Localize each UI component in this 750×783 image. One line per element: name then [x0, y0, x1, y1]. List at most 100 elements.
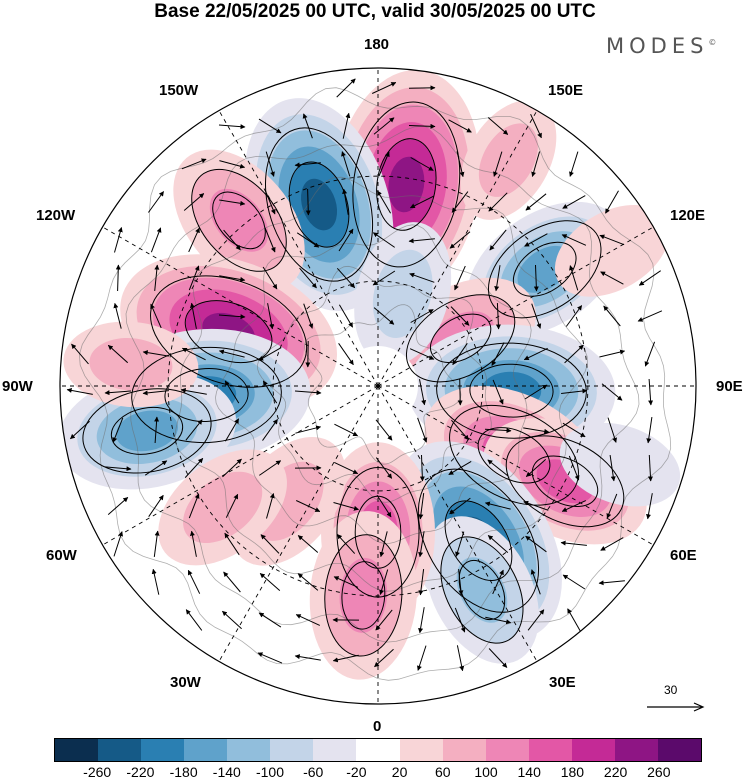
wind-arrow	[70, 420, 90, 440]
colorbar-swatch	[313, 739, 357, 761]
vector-scale-arrow	[647, 702, 705, 712]
colorbar-swatch	[399, 739, 443, 761]
wind-arrow	[562, 422, 586, 438]
wind-arrow	[336, 78, 356, 98]
wind-arrow	[188, 227, 200, 253]
wind-arrow	[560, 540, 587, 546]
anomaly-center	[158, 449, 287, 566]
wind-arrow	[495, 302, 501, 330]
height-contour	[352, 101, 461, 268]
wind-arrow	[564, 344, 584, 364]
wind-arrow	[533, 264, 539, 292]
anomaly-band	[116, 410, 178, 452]
height-contour	[110, 406, 184, 455]
wind-arrow	[456, 151, 465, 178]
wind-arrow	[295, 425, 322, 434]
wind-arrow	[523, 500, 549, 511]
wind-arrow	[185, 609, 203, 631]
height-contour	[265, 127, 374, 282]
wind-arrow	[569, 265, 579, 291]
wind-arrow	[372, 232, 395, 248]
height-contour	[184, 300, 273, 364]
wind-arrow	[598, 580, 625, 586]
wind-arrow	[266, 493, 275, 519]
wind-arrow	[295, 500, 321, 512]
wind-arrow	[371, 82, 397, 94]
wind-arrow	[219, 199, 246, 206]
wind-arrow	[531, 151, 541, 177]
wind-arrow	[487, 459, 509, 477]
wind-arrow	[104, 390, 132, 396]
wind-arrow	[419, 379, 427, 406]
wind-arrow	[646, 493, 653, 520]
colorbar-tick-label: -60	[303, 764, 324, 780]
wind-arrow	[219, 275, 246, 282]
wind-arrow	[373, 307, 395, 325]
colorbar-swatch	[55, 739, 99, 761]
colorbar-swatch	[270, 739, 314, 761]
meridian-line	[377, 226, 654, 387]
wind-arrow	[524, 384, 548, 400]
wind-arrow	[409, 195, 434, 209]
meridian-line	[218, 385, 379, 662]
colorbar-tick-label: -100	[255, 764, 285, 780]
height-contour	[164, 368, 249, 422]
anomaly-band	[301, 178, 338, 231]
colorbar-tick-label: 220	[603, 764, 628, 780]
wind-arrow	[341, 151, 351, 177]
wind-arrow	[569, 151, 579, 177]
height-contour	[477, 427, 551, 484]
wind-arrow	[527, 609, 545, 631]
lon-label-120w: 120W	[36, 207, 76, 224]
wind-arrow	[417, 645, 427, 671]
wind-arrow	[418, 607, 425, 634]
lon-label-150w: 150W	[159, 82, 199, 99]
wind-arrow	[342, 112, 351, 139]
wind-arrow	[637, 310, 663, 322]
wind-arrow	[561, 234, 587, 246]
wind-arrow	[451, 191, 469, 213]
wind-arrow	[115, 264, 121, 292]
wind-arrow	[379, 569, 389, 595]
wind-arrow	[338, 304, 354, 328]
wind-arrow	[409, 272, 435, 283]
colorbar-swatch	[98, 739, 142, 761]
height-contour	[131, 346, 282, 444]
wind-arrow	[525, 193, 547, 211]
wind-arrow	[218, 349, 245, 358]
wind-arrow	[408, 123, 436, 129]
colorbar-swatch	[657, 739, 701, 761]
colorbar-tick-label: -220	[126, 764, 155, 780]
wind-arrow	[410, 157, 434, 171]
wind-arrow	[418, 569, 425, 596]
wind-arrow	[294, 162, 321, 168]
wind-arrow	[259, 573, 281, 591]
wind-arrow	[189, 530, 197, 557]
wind-arrow	[456, 645, 465, 672]
height-contour	[341, 561, 386, 630]
wind-arrow	[454, 265, 466, 291]
wind-arrow	[294, 390, 322, 396]
wind-arrow	[302, 113, 313, 139]
wind-arrow	[296, 232, 320, 248]
wind-arrow	[258, 118, 282, 134]
height-contour	[405, 294, 516, 383]
colorbar-tick-label: -140	[212, 764, 241, 780]
wind-arrow	[417, 417, 428, 443]
meridian-line	[377, 385, 538, 662]
wind-arrow	[264, 189, 276, 215]
lon-label-60w: 60W	[46, 547, 77, 564]
wind-arrow	[107, 497, 129, 515]
wind-arrow	[142, 350, 169, 357]
wind-arrow	[333, 502, 359, 511]
colorbar-swatch	[227, 739, 271, 761]
lon-label-60e: 60E	[670, 547, 697, 564]
wind-arrow	[606, 493, 618, 519]
wind-arrow	[530, 113, 542, 139]
anomaly-center	[173, 149, 305, 292]
height-contours	[82, 101, 625, 657]
wind-arrow	[600, 271, 624, 285]
height-contour	[417, 468, 540, 613]
wind-arrow	[181, 158, 207, 170]
anomaly-band	[372, 249, 433, 338]
